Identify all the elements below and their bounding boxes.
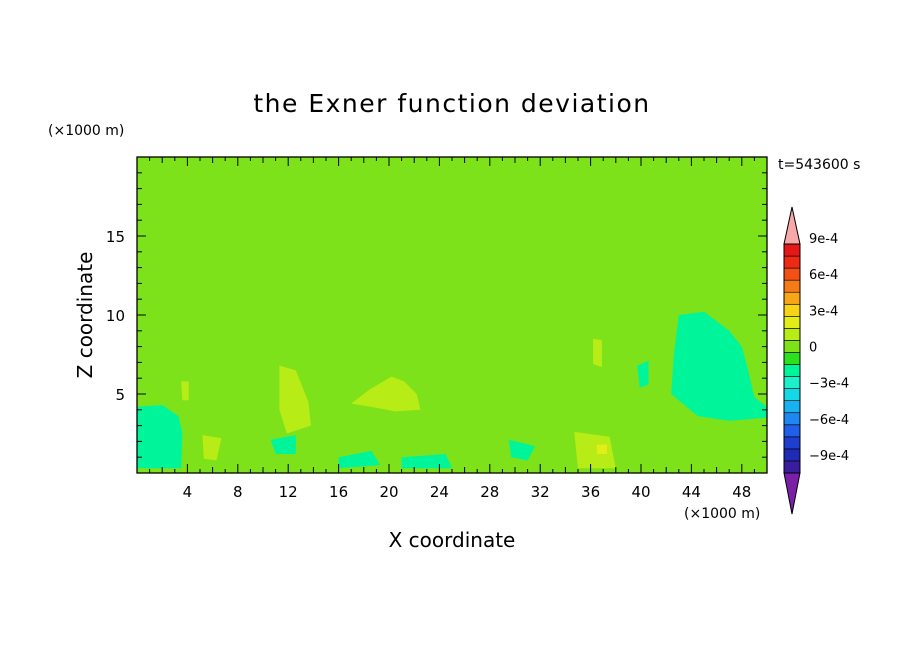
- contour-region-19: [593, 338, 602, 368]
- x-tick-label: 44: [682, 483, 701, 501]
- colorbar-segment: [783, 460, 801, 474]
- contour-region-17: [279, 365, 311, 434]
- y-axis: 5 10 15: [106, 172, 767, 458]
- colorbar-bottom-extension: [783, 472, 801, 515]
- colorbar-segment: [783, 291, 801, 305]
- colorbar-segment: [783, 388, 801, 401]
- colorbar-label: −6e-4: [809, 413, 849, 428]
- y-tick-label: 15: [106, 228, 125, 246]
- colorbar-label: 0: [809, 340, 817, 355]
- contour-region-6: [487, 209, 534, 217]
- colorbar-segment: [783, 243, 801, 257]
- contour-region-16: [351, 376, 421, 412]
- colorbar-segment: [783, 316, 801, 329]
- colorbar: 9e-4 6e-4 3e-4 0 −3e-4 −6e-4 −9e-4: [783, 206, 849, 515]
- contour-region-14: [270, 435, 296, 454]
- colorbar-label: −9e-4: [809, 449, 849, 464]
- plot-area: [136, 156, 768, 474]
- contour-region-20: [202, 435, 222, 461]
- x-unit-label: (×1000 m): [684, 506, 760, 522]
- colorbar-label: −3e-4: [809, 377, 849, 392]
- y-unit-label: (×1000 m): [48, 123, 124, 139]
- colorbar-segment: [783, 364, 801, 377]
- contour-region-7: [294, 428, 415, 469]
- contour-region-9: [671, 311, 767, 421]
- colorbar-segment: [783, 352, 801, 365]
- x-tick-label: 36: [581, 483, 600, 501]
- colorbar-label: 9e-4: [809, 232, 838, 247]
- colorbar-segment: [783, 267, 801, 281]
- colorbar-segment: [783, 436, 801, 450]
- contour-region-21: [574, 431, 616, 469]
- colorbar-label: 6e-4: [809, 268, 838, 283]
- contour-region-1: [137, 157, 421, 402]
- colorbar-segment: [783, 424, 801, 438]
- colorbar-segment: [783, 279, 801, 293]
- y-tick-label: 5: [115, 386, 125, 404]
- colorbar-segment: [783, 340, 801, 353]
- x-tick-label: 12: [279, 483, 298, 501]
- x-tick-label: 16: [329, 483, 348, 501]
- colorbar-top-extension: [783, 206, 801, 245]
- contour-region-22: [596, 444, 607, 454]
- x-tick-label: 40: [631, 483, 650, 501]
- colorbar-segment: [783, 328, 801, 341]
- contour-region-3: [458, 218, 583, 439]
- y-axis-title: Z coordinate: [73, 252, 97, 379]
- chart-title: the Exner function deviation: [253, 89, 650, 118]
- colorbar-segment: [783, 412, 801, 426]
- x-axis-title: X coordinate: [389, 528, 516, 552]
- time-label: t=543600 s: [778, 157, 860, 173]
- contour-region-10: [137, 405, 183, 469]
- x-tick-label: 28: [480, 483, 499, 501]
- colorbar-frame: [783, 243, 801, 474]
- contour-region-11: [338, 450, 381, 469]
- y-tick-label: 10: [106, 307, 125, 325]
- x-tick-label: 20: [379, 483, 398, 501]
- contour-region-13: [508, 439, 536, 461]
- x-tick-label: 8: [233, 483, 243, 501]
- contour-region-5: [203, 378, 274, 439]
- colorbar-segment: [783, 376, 801, 389]
- x-tick-label: 32: [531, 483, 550, 501]
- x-axis: 4 8 12 16 20 24 28 32 36 40 44 48: [149, 157, 755, 501]
- colorbar-label: 3e-4: [809, 304, 838, 319]
- colorbar-segment: [783, 255, 801, 269]
- colorbar-segment: [783, 448, 801, 462]
- contour-region-15: [637, 360, 649, 388]
- x-tick-label: 4: [183, 483, 193, 501]
- x-tick-label: 48: [732, 483, 751, 501]
- colorbar-segment: [783, 400, 801, 414]
- contour-region-18: [181, 381, 189, 401]
- colorbar-segment: [783, 303, 801, 317]
- x-tick-label: 24: [430, 483, 449, 501]
